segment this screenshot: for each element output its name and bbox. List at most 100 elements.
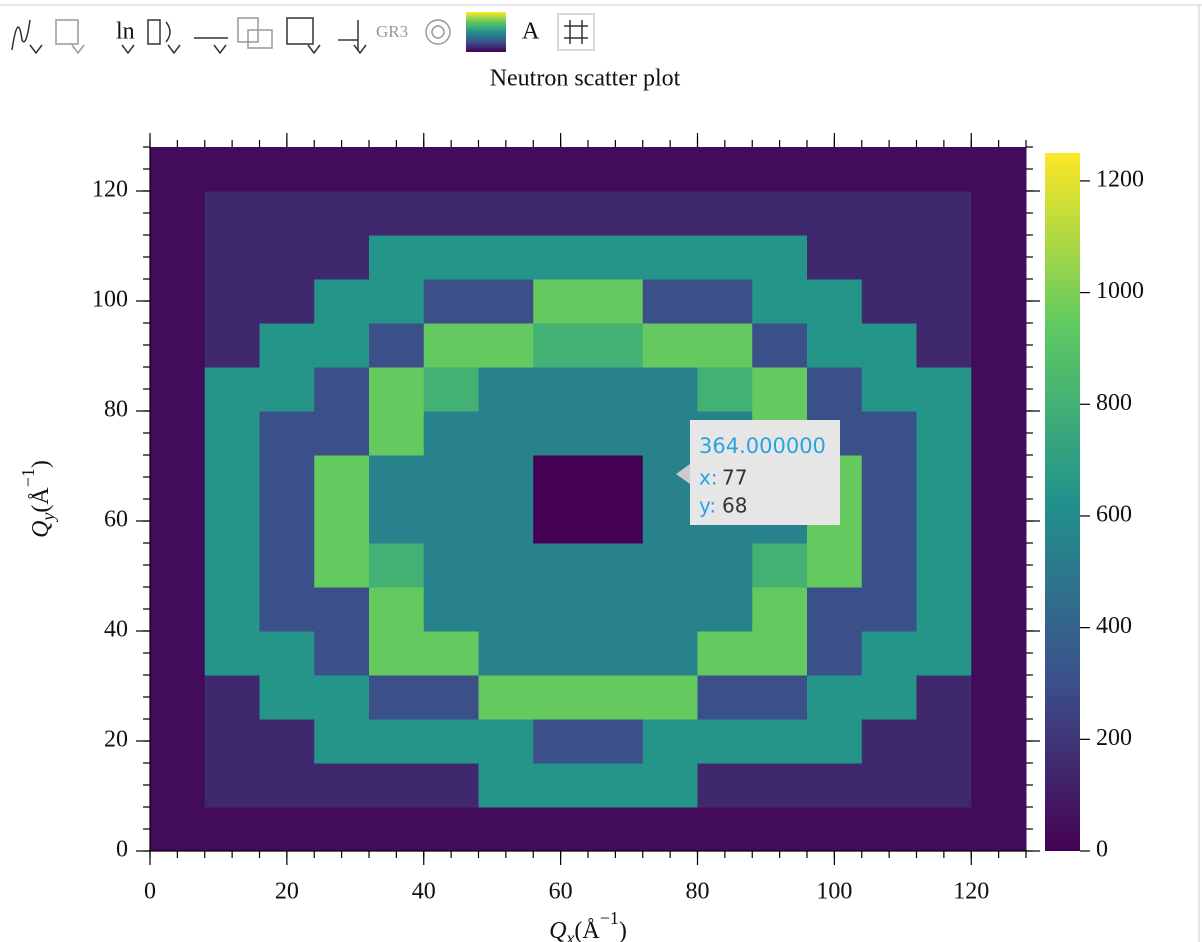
- tooltip-arrow: [676, 464, 690, 484]
- tooltip-box: [690, 420, 840, 525]
- heatmap-cell: [533, 411, 589, 456]
- heatmap-cell: [642, 279, 698, 324]
- heatmap-cell: [369, 235, 425, 280]
- heatmap-cell: [642, 763, 698, 808]
- heatmap-cell: [478, 499, 534, 544]
- heatmap-cell: [588, 235, 644, 280]
- heatmap-cell: [150, 411, 206, 456]
- heatmap-cell: [204, 631, 260, 676]
- colormap-button[interactable]: [466, 12, 506, 52]
- heatmap-cell: [642, 147, 698, 192]
- tool-icon[interactable]: [11, 19, 31, 51]
- chart-title: Neutron scatter plot: [490, 66, 681, 92]
- tool-dropdown[interactable]: [307, 44, 321, 55]
- x-tick-label: 120: [953, 879, 989, 905]
- heatmap-cell: [752, 763, 808, 808]
- tool-label[interactable]: GR3: [376, 22, 408, 41]
- heatmap-cell: [423, 455, 479, 500]
- heatmap-cell: [697, 367, 753, 412]
- colorbar: [1045, 153, 1080, 851]
- heatmap-cell: [533, 543, 589, 588]
- heatmap-cell: [150, 191, 206, 236]
- heatmap-cell: [423, 587, 479, 632]
- heatmap-cell: [861, 279, 917, 324]
- heatmap-cell: [588, 631, 644, 676]
- heatmap-cell: [423, 807, 479, 852]
- grid-button[interactable]: [557, 13, 595, 51]
- heatmap-cell: [971, 499, 1027, 544]
- heatmap-cell: [369, 411, 425, 456]
- tool-dropdown[interactable]: [29, 44, 43, 55]
- tool-icon[interactable]: [55, 19, 79, 45]
- ylabel: Qy(Å−1): [18, 460, 58, 538]
- heatmap-cell: [642, 235, 698, 280]
- colorbar-tick-label: 1000: [1096, 278, 1144, 304]
- heatmap-cell: [478, 191, 534, 236]
- heatmap-cell: [807, 191, 863, 236]
- heatmap-cell: [478, 235, 534, 280]
- toolbar: [11, 12, 595, 55]
- tool-icon[interactable]: [425, 19, 451, 45]
- heatmap-cell: [752, 191, 808, 236]
- heatmap-cell: [423, 147, 479, 192]
- ylabel-part: (Å: [28, 487, 54, 513]
- heatmap-cell: [314, 675, 370, 720]
- tool-icon[interactable]: [165, 21, 171, 43]
- heatmap-cell: [204, 411, 260, 456]
- tool-icon[interactable]: [431, 25, 445, 39]
- heatmap-cell: [259, 587, 315, 632]
- tool-icon[interactable]: [338, 20, 359, 50]
- heatmap-cell: [533, 323, 589, 368]
- heatmap-cell: [916, 455, 972, 500]
- heatmap-cell: [588, 323, 644, 368]
- tool-icon[interactable]: [286, 17, 314, 45]
- heatmap-cell: [588, 455, 644, 500]
- heatmap-cell: [369, 675, 425, 720]
- heatmap-cell: [533, 763, 589, 808]
- heatmap-cell: [369, 279, 425, 324]
- heatmap-cell: [861, 587, 917, 632]
- grid-icon[interactable]: [564, 20, 588, 44]
- heatmap-cell: [588, 411, 644, 456]
- heatmap-cell: [204, 543, 260, 588]
- heatmap-cell: [259, 719, 315, 764]
- tool-label[interactable]: ln: [116, 19, 135, 45]
- tooltip-x-label: x:: [699, 466, 718, 490]
- heatmap-cell: [259, 147, 315, 192]
- heatmap-cell: [478, 763, 534, 808]
- heatmap-cell: [314, 631, 370, 676]
- heatmap-cell: [478, 719, 534, 764]
- heatmap-cell: [204, 499, 260, 544]
- heatmap-cell: [150, 279, 206, 324]
- y-tick-label: 60: [104, 507, 128, 533]
- heatmap-cell: [314, 411, 370, 456]
- tool-icon[interactable]: [247, 29, 273, 49]
- heatmap-cell: [204, 719, 260, 764]
- tool-dropdown[interactable]: [353, 44, 367, 55]
- heatmap-cell: [861, 807, 917, 852]
- heatmap-cell: [971, 719, 1027, 764]
- heatmap-cell: [314, 719, 370, 764]
- heatmap-cell: [150, 543, 206, 588]
- heatmap-cell: [478, 411, 534, 456]
- heatmap-cell: [533, 499, 589, 544]
- heatmap-cell: [807, 807, 863, 852]
- heatmap-cell: [861, 191, 917, 236]
- tool-dropdown[interactable]: [71, 44, 85, 55]
- tool-dropdown[interactable]: [121, 44, 135, 55]
- heatmap-cell: [204, 807, 260, 852]
- heatmap-cell: [259, 543, 315, 588]
- heatmap-cell: [533, 631, 589, 676]
- heatmap-cell: [588, 675, 644, 720]
- ylabel-part: −1: [18, 468, 38, 487]
- heatmap-cell: [588, 587, 644, 632]
- tool-dropdown[interactable]: [213, 44, 227, 55]
- y-tick-label: 20: [104, 727, 128, 753]
- tool-icon[interactable]: [147, 19, 161, 45]
- heatmap-cell: [314, 191, 370, 236]
- heatmap-cell: [533, 719, 589, 764]
- xlabel-part: −1: [600, 908, 619, 928]
- tool-label[interactable]: A: [522, 19, 540, 45]
- tool-dropdown[interactable]: [167, 44, 181, 55]
- xlabel-part: x: [565, 928, 574, 942]
